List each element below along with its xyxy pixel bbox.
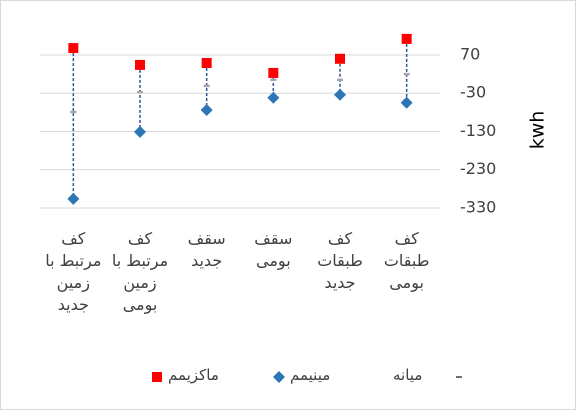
x-tick-label: کف طبقات بومی xyxy=(383,229,430,292)
y-tick-label: -230 xyxy=(460,159,496,178)
min-marker xyxy=(400,96,413,109)
y-tick-label: -30 xyxy=(460,83,486,102)
x-tick-label: کف مرتبط با زمین جدید xyxy=(45,229,102,314)
max-marker xyxy=(68,43,79,54)
x-tick-label: کف مرتبط با زمین بومی xyxy=(111,229,169,314)
max-marker xyxy=(135,59,145,70)
min-marker xyxy=(334,88,346,101)
x-tick-label: کف طبقات جدید xyxy=(317,229,363,292)
max-marker xyxy=(268,67,279,78)
legend-marker xyxy=(152,372,162,382)
max-marker xyxy=(335,53,345,64)
legend-label: میانه xyxy=(393,366,423,384)
min-marker xyxy=(200,104,213,117)
x-tick-label: سقف بومی xyxy=(254,229,293,270)
x-tick-label: سقف جدید xyxy=(187,229,226,270)
min-marker xyxy=(67,192,80,205)
y-axis-title: kwh xyxy=(527,111,549,150)
legend-label: ماکزیمم xyxy=(168,366,219,384)
max-marker xyxy=(201,57,212,68)
legend-marker xyxy=(273,371,285,383)
y-tick-label: -130 xyxy=(460,121,496,140)
min-marker xyxy=(267,91,280,104)
min-marker xyxy=(134,125,146,138)
y-tick-label: -330 xyxy=(460,198,496,217)
max-marker xyxy=(401,33,412,44)
y-tick-label: 70 xyxy=(460,44,480,63)
legend-label: مینیمم xyxy=(290,366,331,384)
